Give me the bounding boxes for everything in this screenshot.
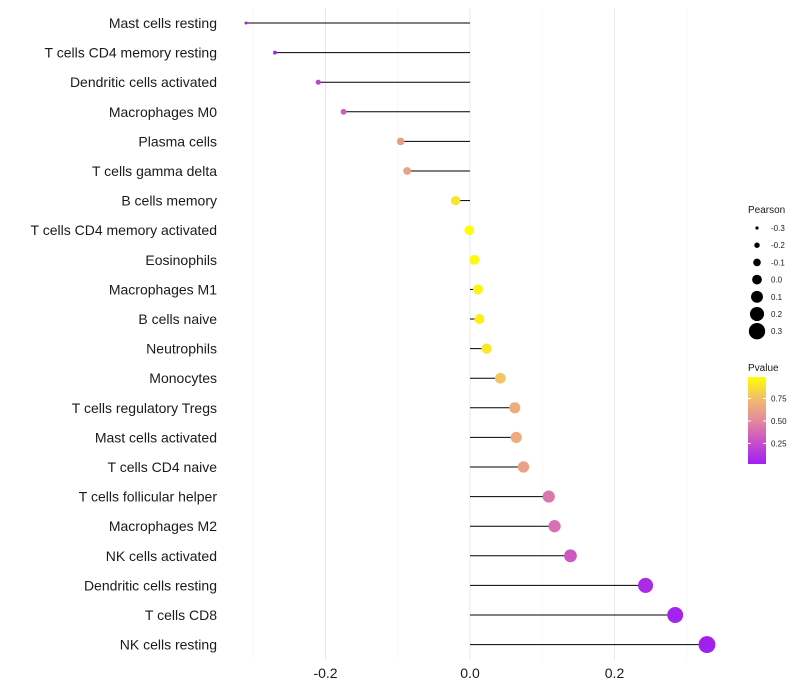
category-label: Macrophages M0 (109, 104, 217, 120)
x-tick-label: -0.2 (313, 665, 337, 681)
pearson-legend-label: -0.1 (771, 258, 785, 267)
category-label: T cells CD8 (145, 607, 217, 623)
category-label: Macrophages M1 (109, 281, 217, 297)
pearson-legend-dot (751, 290, 763, 303)
pearson-legend-label: 0.1 (771, 293, 783, 302)
lollipop-point (340, 108, 347, 115)
lollipop-point (315, 79, 321, 85)
category-label: T cells CD4 memory activated (31, 222, 217, 238)
category-label: Neutrophils (146, 341, 217, 357)
lollipop-point (495, 372, 506, 384)
category-label: T cells regulatory Tregs (72, 400, 217, 416)
lollipop-point (638, 577, 654, 593)
category-labels: Mast cells resting T cells CD4 memory res… (31, 15, 218, 653)
pearson-legend-dot (755, 226, 759, 230)
pvalue-legend-title: Pvalue (748, 363, 779, 374)
lollipop-point (403, 167, 412, 175)
pearson-legend-dot (752, 274, 762, 285)
category-label: Mast cells resting (109, 15, 217, 31)
category-label: B cells memory (121, 193, 217, 209)
pearson-legend-label: 0.2 (771, 310, 783, 319)
category-label: Monocytes (149, 370, 217, 386)
category-label: NK cells activated (106, 548, 217, 564)
pvalue-legend-label: 0.75 (771, 395, 787, 404)
category-label: T cells CD4 naive (108, 459, 218, 475)
pvalue-colorbar (748, 377, 766, 464)
x-axis-ticks: -0.2 0.0 0.2 (313, 665, 624, 681)
lollipop-point (472, 284, 483, 295)
pearson-legend-dot (748, 323, 766, 340)
lollipop-point (548, 520, 561, 533)
lollipop-point (542, 490, 555, 503)
x-tick-label: 0.2 (605, 665, 625, 681)
lollipop-point (469, 254, 480, 265)
pearson-legend-dot (754, 242, 760, 248)
lollipop-point (464, 225, 475, 236)
category-label: Eosinophils (145, 252, 217, 268)
pearson-legend-label: -0.2 (771, 241, 785, 250)
lollipop-point (510, 431, 522, 443)
lollipop-point (517, 461, 530, 473)
lollipop-point (509, 402, 521, 414)
category-label: Dendritic cells activated (70, 74, 217, 90)
lollipop-point (667, 607, 684, 623)
category-label: NK cells resting (120, 637, 217, 653)
category-label: Dendritic cells resting (84, 577, 217, 593)
pearson-legend-label: 0.0 (771, 276, 783, 285)
category-label: T cells follicular helper (79, 489, 218, 505)
lollipop-point (244, 21, 248, 25)
category-label: Mast cells activated (95, 429, 217, 445)
lollipop-points (244, 21, 716, 654)
lollipop-point (474, 313, 485, 325)
lollipop-point (564, 549, 577, 563)
lollipop-point (698, 636, 716, 654)
category-label: Macrophages M2 (109, 518, 217, 534)
pearson-size-legend: Pearson -0.3 -0.2 -0.1 0.0 0.1 0.2 0.3 (748, 205, 785, 340)
pearson-legend-title: Pearson (748, 205, 785, 216)
x-tick-label: 0.0 (460, 665, 480, 681)
pearson-legend-label: -0.3 (771, 224, 785, 233)
lollipop-point (272, 50, 277, 55)
pvalue-legend-label: 0.50 (771, 417, 787, 426)
lollipop-stems (246, 22, 707, 646)
lollipop-point (450, 195, 461, 206)
lollipop-point (396, 137, 405, 146)
category-label: T cells CD4 memory resting (45, 45, 217, 61)
category-label: T cells gamma delta (92, 163, 217, 179)
category-label: Plasma cells (138, 133, 217, 149)
pvalue-legend-label: 0.25 (771, 439, 787, 448)
lollipop-point (481, 343, 492, 354)
pearson-legend-dot (753, 258, 761, 267)
pearson-legend-label: 0.3 (771, 327, 783, 336)
grid-lines (252, 8, 688, 660)
pvalue-color-legend: Pvalue 0.75 0.50 0.25 (748, 363, 787, 464)
category-label: B cells naive (138, 311, 217, 327)
pearson-legend-dot (749, 306, 765, 322)
